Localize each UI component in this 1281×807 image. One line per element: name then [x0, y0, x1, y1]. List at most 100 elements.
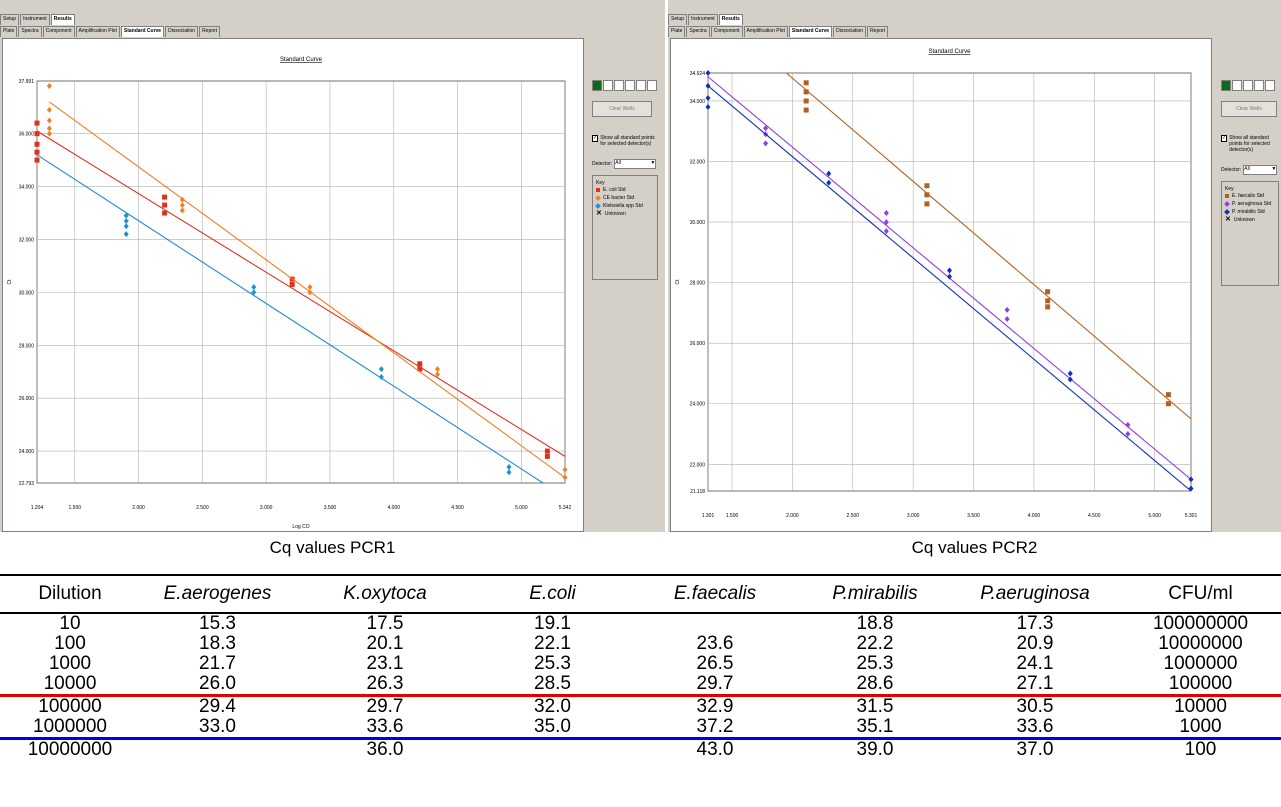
x-tick-label: 1.500 — [726, 513, 739, 519]
tab-dissociation[interactable]: Dissociation — [833, 26, 867, 37]
left-software-panel: Setup Instrument Results Plate Spectra C… — [0, 0, 665, 532]
table-cell: 10000 — [1174, 696, 1227, 717]
x-tick-label: 3.500 — [324, 505, 337, 511]
data-point-diamond — [307, 289, 313, 296]
pointer-tool-icon[interactable] — [1221, 80, 1231, 91]
table-cell — [475, 739, 630, 761]
zoom-out-icon[interactable] — [1265, 80, 1275, 91]
data-point-square — [34, 131, 40, 137]
top-tab-row: Setup Instrument Results — [0, 14, 76, 25]
y-axis-label: Ct — [7, 279, 13, 285]
tab-results[interactable]: Results — [50, 14, 75, 25]
tab-report[interactable]: Report — [867, 26, 889, 37]
tab-amplification-plot[interactable]: Amplification Plot — [75, 26, 120, 37]
data-point-diamond — [1004, 306, 1010, 313]
tab-instrument[interactable]: Instrument — [20, 14, 50, 25]
tab-component[interactable]: Component — [710, 26, 743, 37]
legend-item: E. faecalis Std — [1225, 192, 1275, 200]
table-cell: 10000000 — [1158, 633, 1243, 654]
tab-standard-curve[interactable]: Standard Curve — [120, 26, 165, 37]
detector-select[interactable]: All ▼ — [1243, 165, 1278, 175]
show-all-checkbox[interactable]: ✓ — [592, 135, 599, 142]
y-tick-label: 24.000 — [19, 449, 35, 455]
table-cell: 18.3 — [199, 633, 236, 654]
table-cell: 25.3 — [534, 653, 571, 674]
zoom-in-icon[interactable] — [625, 80, 635, 91]
tab-component[interactable]: Component — [42, 26, 75, 37]
table-row: 100 18.3 20.1 22.1 23.6 22.2 20.9 10000000 — [0, 634, 1281, 654]
pointer-tool-icon[interactable] — [592, 80, 602, 91]
table-cell: 33.0 — [140, 717, 295, 740]
table-cell: 1000 — [48, 653, 92, 674]
detector-select[interactable]: All ▼ — [614, 159, 657, 169]
x-tick-label: 4.000 — [1028, 513, 1041, 519]
data-point-diamond — [378, 374, 384, 381]
pan-tool-icon[interactable] — [614, 80, 624, 91]
table-cell: 10000 — [0, 674, 140, 697]
data-point-diamond — [705, 82, 711, 89]
clear-wells-button[interactable]: Clear Wells — [1221, 101, 1277, 117]
x-tick-label: 4.000 — [388, 505, 401, 511]
tab-report[interactable]: Report — [199, 26, 221, 37]
data-point-diamond — [1004, 315, 1010, 322]
tab-standard-curve[interactable]: Standard Curve — [788, 26, 833, 37]
tab-plate[interactable]: Plate — [668, 26, 686, 37]
tab-setup[interactable]: Setup — [0, 14, 20, 25]
data-point-square — [34, 120, 40, 126]
legend-label: Klebsiella spp Std — [603, 203, 643, 209]
data-point-square — [803, 107, 809, 113]
table-cell — [630, 613, 800, 634]
select-tool-icon[interactable] — [603, 80, 613, 91]
data-point-diamond — [763, 125, 769, 132]
header-dilution: Dilution — [0, 574, 140, 614]
tab-instrument[interactable]: Instrument — [688, 14, 718, 25]
diamond-marker-icon — [1224, 201, 1230, 207]
table-cell: 100 — [1184, 739, 1217, 760]
table-cell: 19.1 — [534, 613, 571, 634]
top-tab-row: Setup Instrument Results — [668, 14, 744, 25]
table-cell — [140, 739, 295, 761]
select-tool-icon[interactable] — [1232, 80, 1242, 91]
data-point-diamond — [705, 104, 711, 111]
tab-spectra[interactable]: Spectra — [686, 26, 710, 37]
tab-amplification-plot[interactable]: Amplification Plot — [743, 26, 788, 37]
data-point-diamond — [435, 371, 441, 378]
clear-wells-button[interactable]: Clear Wells — [592, 101, 652, 117]
zoom-fit-icon[interactable] — [647, 80, 657, 91]
data-point-diamond — [705, 70, 711, 76]
tab-results[interactable]: Results — [718, 14, 743, 25]
data-point-diamond — [1067, 370, 1073, 377]
table-cell: 22.2 — [856, 633, 894, 654]
pan-tool-icon[interactable] — [1243, 80, 1253, 91]
table-cell: 21.7 — [199, 653, 236, 674]
legend-key: Key E. coli Std CE bacter Std Klebsiella… — [592, 175, 658, 280]
tab-dissociation[interactable]: Dissociation — [165, 26, 199, 37]
zoom-in-icon[interactable] — [1254, 80, 1264, 91]
zoom-out-icon[interactable] — [636, 80, 646, 91]
fit-line — [36, 154, 544, 484]
data-point-square — [1165, 392, 1171, 398]
tab-plate[interactable]: Plate — [0, 26, 18, 37]
fit-line — [786, 72, 1192, 420]
tab-spectra[interactable]: Spectra — [18, 26, 42, 37]
tab-setup[interactable]: Setup — [668, 14, 688, 25]
x-tick-label: 2.000 — [132, 505, 145, 511]
square-marker-icon — [596, 188, 600, 192]
data-point-diamond — [506, 463, 512, 470]
x-tick-label: 3.500 — [967, 513, 980, 519]
y-tick-label: 34.000 — [690, 99, 706, 105]
data-point-diamond — [46, 83, 52, 90]
y-tick-label: 26.000 — [19, 396, 35, 402]
data-point-square — [289, 281, 295, 287]
data-point-diamond — [763, 140, 769, 147]
data-point-diamond — [46, 106, 52, 113]
table-cell: 32.0 — [534, 696, 571, 717]
data-point-diamond — [307, 284, 313, 291]
show-all-label: Show all standard points for selected de… — [600, 135, 655, 147]
data-point-diamond — [378, 366, 384, 373]
toolbar — [1221, 80, 1279, 91]
left-side-panel: Clear Wells ✓ Show all standard points f… — [592, 80, 658, 280]
show-all-checkbox[interactable]: ✓ — [1221, 135, 1228, 142]
data-point-square — [34, 149, 40, 155]
key-title: Key — [596, 180, 605, 186]
